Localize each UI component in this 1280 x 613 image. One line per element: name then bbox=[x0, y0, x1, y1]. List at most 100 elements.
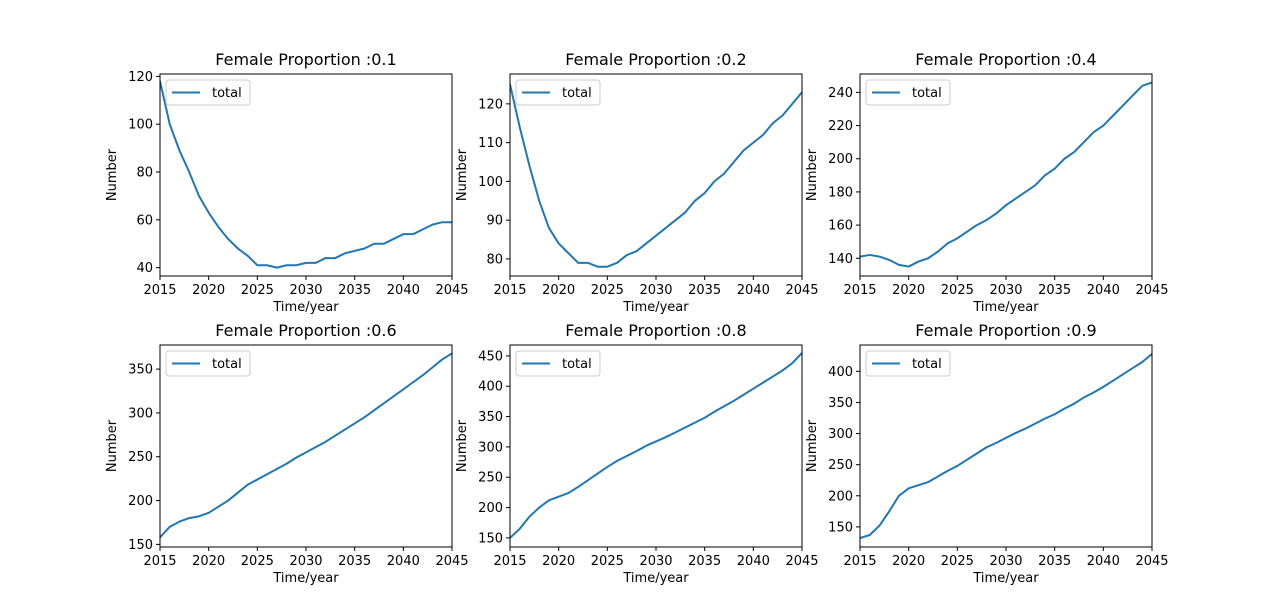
legend-box bbox=[515, 79, 601, 106]
x-axis-label: Time/year bbox=[272, 571, 339, 586]
x-tick-label: 2045 bbox=[435, 283, 468, 298]
y-tick-label: 350 bbox=[128, 363, 153, 378]
y-tick-label: 450 bbox=[478, 349, 503, 364]
x-tick-label: 2030 bbox=[289, 554, 322, 569]
y-tick-label: 200 bbox=[828, 152, 853, 167]
y-tick-label: 240 bbox=[828, 86, 853, 101]
legend: total bbox=[165, 350, 251, 377]
x-tick-label: 2020 bbox=[892, 554, 925, 569]
y-tick-label: 200 bbox=[828, 489, 853, 504]
y-tick-label: 250 bbox=[828, 458, 853, 473]
y-tick-label: 160 bbox=[828, 219, 853, 234]
y-tick-label: 150 bbox=[478, 531, 503, 546]
legend-label: total bbox=[562, 357, 592, 372]
x-axis-label: Time/year bbox=[972, 300, 1039, 315]
x-tick-label: 2035 bbox=[688, 554, 721, 569]
subplot-2: Female Proportion :0.2 2015 2020 2025 2030 20… bbox=[455, 50, 819, 315]
series-line-total bbox=[160, 80, 452, 269]
x-tick-label: 2045 bbox=[785, 283, 818, 298]
x-tick-label: 2030 bbox=[639, 554, 672, 569]
y-tick-label: 150 bbox=[128, 538, 153, 553]
legend: total bbox=[515, 79, 601, 106]
x-tick-label: 2030 bbox=[639, 283, 672, 298]
x-tick-label: 2040 bbox=[737, 554, 770, 569]
y-tick-label: 400 bbox=[478, 380, 503, 395]
legend: total bbox=[865, 350, 951, 377]
subplot-title: Female Proportion :0.4 bbox=[915, 50, 1096, 69]
y-axis-label: Number bbox=[455, 148, 470, 201]
subplot-6: Female Proportion :0.9 2015 2020 2025 2030 20… bbox=[805, 321, 1169, 586]
x-axis-label: Time/year bbox=[272, 300, 339, 315]
y-tick-label: 120 bbox=[478, 97, 503, 112]
y-axis-label: Number bbox=[455, 419, 470, 472]
series-line-total bbox=[510, 351, 802, 539]
subplot-3: Female Proportion :0.4 2015 2020 2025 2030 20… bbox=[805, 50, 1169, 315]
x-tick-label: 2040 bbox=[737, 283, 770, 298]
y-tick-label: 300 bbox=[828, 427, 853, 442]
x-tick-label: 2030 bbox=[989, 283, 1022, 298]
legend-box bbox=[865, 350, 951, 377]
y-tick-label: 90 bbox=[486, 214, 503, 229]
y-tick-label: 400 bbox=[828, 365, 853, 380]
x-tick-label: 2020 bbox=[542, 554, 575, 569]
legend: total bbox=[865, 79, 951, 106]
y-tick-label: 40 bbox=[136, 261, 153, 276]
y-tick-label: 80 bbox=[486, 252, 503, 267]
x-tick-label: 2035 bbox=[338, 554, 371, 569]
y-tick-label: 180 bbox=[828, 185, 853, 200]
x-axis-label: Time/year bbox=[622, 300, 689, 315]
subplot-5: Female Proportion :0.8 2015 2020 2025 2030 20… bbox=[455, 321, 819, 586]
series-line-total bbox=[510, 83, 802, 268]
y-tick-label: 350 bbox=[478, 410, 503, 425]
x-tick-label: 2020 bbox=[892, 283, 925, 298]
x-tick-label: 2015 bbox=[143, 554, 176, 569]
subplot-title: Female Proportion :0.8 bbox=[565, 321, 746, 340]
legend-label: total bbox=[912, 357, 942, 372]
x-tick-label: 2035 bbox=[1038, 554, 1071, 569]
x-tick-label: 2030 bbox=[289, 283, 322, 298]
x-tick-label: 2025 bbox=[591, 554, 624, 569]
x-axis-label: Time/year bbox=[972, 571, 1039, 586]
x-tick-label: 2040 bbox=[1087, 283, 1120, 298]
x-tick-label: 2045 bbox=[785, 554, 818, 569]
y-axis-label: Number bbox=[805, 148, 820, 201]
series-line-total bbox=[160, 352, 452, 539]
y-tick-label: 200 bbox=[478, 501, 503, 516]
subplot-1: Female Proportion :0.1 2015 2020 2025 2030 20… bbox=[105, 50, 469, 315]
x-tick-label: 2035 bbox=[1038, 283, 1071, 298]
x-tick-label: 2015 bbox=[143, 283, 176, 298]
subplot-title: Female Proportion :0.6 bbox=[215, 321, 396, 340]
legend-label: total bbox=[912, 86, 942, 101]
x-tick-label: 2035 bbox=[338, 283, 371, 298]
subplot-title: Female Proportion :0.2 bbox=[565, 50, 746, 69]
y-axis-label: Number bbox=[105, 148, 120, 201]
x-tick-label: 2045 bbox=[1135, 554, 1168, 569]
x-tick-label: 2025 bbox=[941, 554, 974, 569]
x-tick-label: 2040 bbox=[1087, 554, 1120, 569]
legend-box bbox=[865, 79, 951, 106]
subplot-4: Female Proportion :0.6 2015 2020 2025 2030 20… bbox=[105, 321, 469, 586]
x-tick-label: 2045 bbox=[1135, 283, 1168, 298]
y-tick-label: 200 bbox=[128, 494, 153, 509]
x-tick-label: 2045 bbox=[435, 554, 468, 569]
legend-label: total bbox=[212, 86, 242, 101]
y-tick-label: 150 bbox=[828, 520, 853, 535]
x-tick-label: 2020 bbox=[542, 283, 575, 298]
y-tick-label: 300 bbox=[128, 406, 153, 421]
y-tick-label: 80 bbox=[136, 166, 153, 181]
y-tick-label: 250 bbox=[478, 471, 503, 486]
legend-box bbox=[165, 79, 251, 106]
series-line-total bbox=[860, 81, 1152, 268]
x-tick-label: 2015 bbox=[843, 283, 876, 298]
x-tick-label: 2025 bbox=[241, 283, 274, 298]
x-tick-label: 2015 bbox=[493, 283, 526, 298]
x-axis-label: Time/year bbox=[622, 571, 689, 586]
y-tick-label: 300 bbox=[478, 440, 503, 455]
x-tick-label: 2015 bbox=[493, 554, 526, 569]
y-tick-label: 60 bbox=[136, 213, 153, 228]
y-tick-label: 120 bbox=[128, 70, 153, 85]
x-tick-label: 2020 bbox=[192, 283, 225, 298]
y-tick-label: 250 bbox=[128, 450, 153, 465]
legend-box bbox=[165, 350, 251, 377]
